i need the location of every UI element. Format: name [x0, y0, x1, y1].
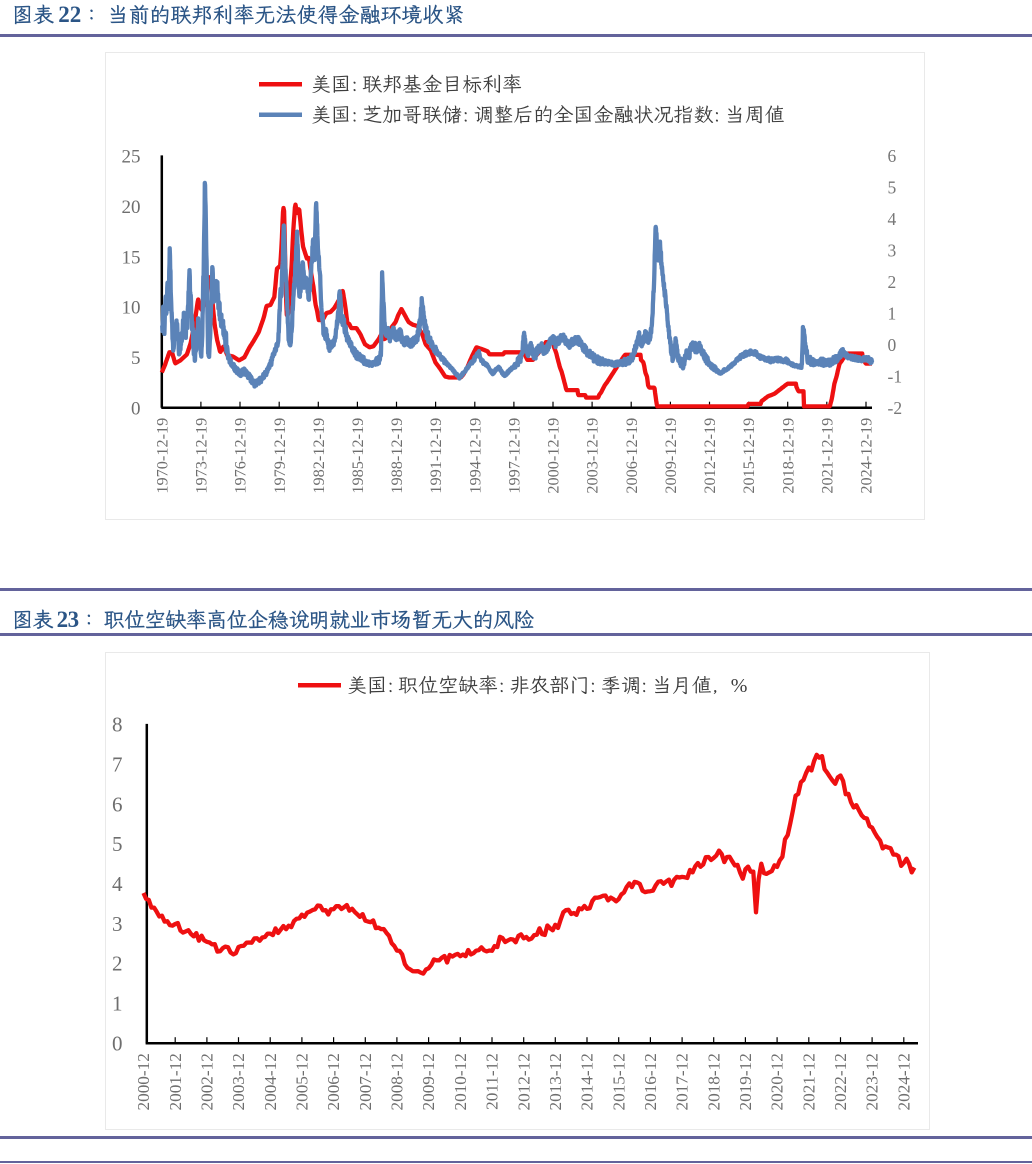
svg-text:-2: -2 [888, 398, 903, 418]
svg-text:2000-12: 2000-12 [134, 1053, 153, 1110]
svg-text:0: 0 [131, 398, 141, 419]
svg-text:2007-12: 2007-12 [356, 1053, 375, 1110]
svg-text:2001-12: 2001-12 [166, 1053, 185, 1110]
svg-text:1985-12-19: 1985-12-19 [348, 418, 367, 494]
svg-text:3: 3 [112, 912, 123, 936]
svg-text:2004-12: 2004-12 [261, 1053, 280, 1110]
svg-text:2002-12: 2002-12 [198, 1053, 217, 1110]
svg-text:5: 5 [112, 832, 123, 856]
svg-text:5: 5 [888, 178, 897, 198]
svg-text:10: 10 [122, 298, 141, 319]
svg-text:2015-12-19: 2015-12-19 [739, 418, 758, 494]
svg-text:2023-12: 2023-12 [863, 1053, 882, 1110]
svg-text:1988-12-19: 1988-12-19 [387, 418, 406, 494]
svg-text:2021-12-19: 2021-12-19 [817, 418, 836, 494]
svg-text:2012-12: 2012-12 [514, 1053, 533, 1110]
svg-text:2: 2 [112, 952, 123, 976]
svg-text:2003-12-19: 2003-12-19 [583, 418, 602, 494]
svg-text:1: 1 [112, 992, 123, 1016]
svg-text:6: 6 [888, 146, 897, 166]
svg-text:6: 6 [112, 792, 123, 816]
svg-text:1970-12-19: 1970-12-19 [152, 418, 171, 494]
svg-text:2: 2 [888, 272, 897, 292]
svg-text:2024-12: 2024-12 [894, 1053, 913, 1110]
svg-text:1979-12-19: 1979-12-19 [270, 418, 289, 494]
svg-text:2022-12: 2022-12 [831, 1053, 850, 1110]
svg-text:2015-12: 2015-12 [609, 1053, 628, 1110]
svg-text:2017-12: 2017-12 [673, 1053, 692, 1110]
svg-text:1991-12-19: 1991-12-19 [426, 418, 445, 494]
svg-text:2024-12-19: 2024-12-19 [857, 418, 876, 494]
svg-text:-1: -1 [888, 366, 903, 386]
svg-text:25: 25 [122, 147, 141, 168]
svg-text:15: 15 [122, 247, 141, 268]
svg-text:4: 4 [112, 872, 123, 896]
svg-text:1973-12-19: 1973-12-19 [192, 418, 211, 494]
svg-text:2012-12-19: 2012-12-19 [700, 418, 719, 494]
svg-text:20: 20 [122, 197, 141, 218]
svg-text:美国:芝加哥联储:调整后的全国金融状况指数:当周值: 美国: 芝加哥联储: 调整后的全国金融状况指数: 当周值 [311, 101, 785, 128]
svg-text:2013-12: 2013-12 [546, 1053, 565, 1110]
svg-text:7: 7 [112, 753, 123, 777]
svg-text:5: 5 [131, 348, 141, 369]
svg-text:1: 1 [888, 304, 897, 324]
svg-text:0: 0 [112, 1031, 123, 1055]
svg-text:0: 0 [888, 335, 897, 355]
svg-text:2011-12: 2011-12 [483, 1053, 502, 1110]
svg-text:2008-12: 2008-12 [388, 1053, 407, 1110]
svg-text:2018-12-19: 2018-12-19 [778, 418, 797, 494]
svg-text:1997-12-19: 1997-12-19 [505, 418, 524, 494]
svg-text:2019-12: 2019-12 [736, 1053, 755, 1110]
svg-text:1994-12-19: 1994-12-19 [465, 418, 484, 494]
svg-text:1982-12-19: 1982-12-19 [309, 418, 328, 494]
svg-text:1976-12-19: 1976-12-19 [231, 418, 250, 494]
svg-text:2021-12: 2021-12 [799, 1053, 818, 1110]
svg-text:8: 8 [112, 713, 123, 737]
svg-text:2006-12: 2006-12 [324, 1053, 343, 1110]
svg-text:2018-12: 2018-12 [704, 1053, 723, 1110]
svg-text:2009-12-19: 2009-12-19 [661, 418, 680, 494]
svg-text:2006-12-19: 2006-12-19 [622, 418, 641, 494]
svg-text:2014-12: 2014-12 [578, 1053, 597, 1110]
svg-text:2009-12: 2009-12 [419, 1053, 438, 1110]
svg-text:2016-12: 2016-12 [641, 1053, 660, 1110]
svg-text:4: 4 [888, 209, 897, 229]
svg-text:3: 3 [888, 241, 897, 261]
svg-text:2000-12-19: 2000-12-19 [544, 418, 563, 494]
svg-text:2005-12: 2005-12 [293, 1053, 312, 1110]
svg-text:美国:联邦基金目标利率: 美国: 联邦基金目标利率 [311, 70, 522, 97]
svg-text:2020-12: 2020-12 [768, 1053, 787, 1110]
svg-text:美国:职位空缺率:非农部门:季调:当月值,%: 美国: 职位空缺率: 非农部门: 季调: 当月值,% [347, 671, 747, 698]
svg-text:2010-12: 2010-12 [451, 1053, 470, 1110]
svg-text:2003-12: 2003-12 [229, 1053, 248, 1110]
